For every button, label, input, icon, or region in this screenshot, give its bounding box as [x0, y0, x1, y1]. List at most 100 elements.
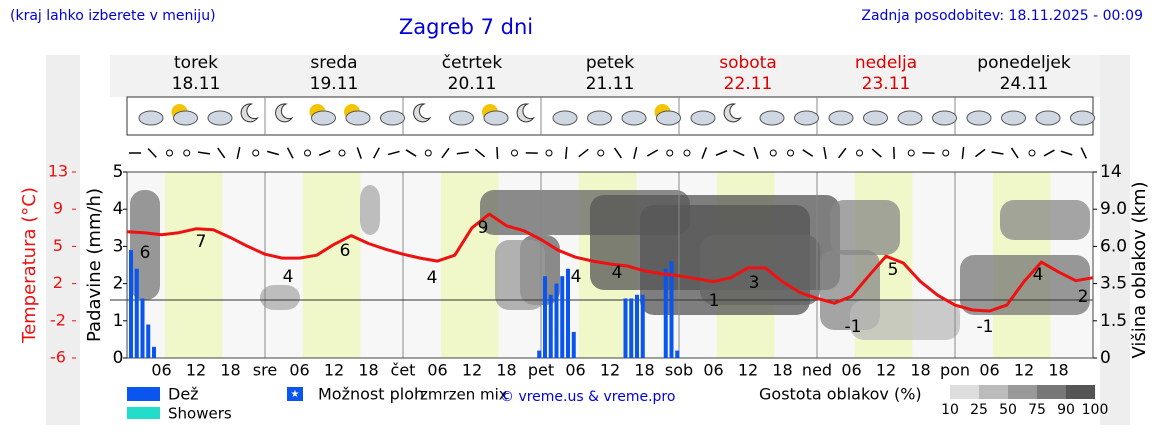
- calm-wind: [769, 149, 777, 157]
- wind-barb: [441, 147, 450, 159]
- cloud-icon: [345, 110, 371, 126]
- wind-barb: [991, 151, 1004, 155]
- temperature-line: [126, 212, 1094, 313]
- x-tick-label: čet: [391, 361, 416, 380]
- cloud-tick-label: 14: [1100, 162, 1122, 182]
- wind-barb: [578, 148, 589, 158]
- wind-barb: [871, 148, 882, 158]
- moon-icon: [413, 103, 432, 123]
- day-date: 21.11: [586, 74, 635, 94]
- cloud-icon: [794, 110, 819, 126]
- cloud-tick-label: 3.5: [1100, 274, 1127, 294]
- cloud-density-level: 100: [1082, 402, 1109, 418]
- legend-frozen-mix: zmrzen mix: [420, 386, 508, 404]
- temperature-tick-label: 9: [53, 199, 63, 218]
- wind-barb: [373, 147, 380, 159]
- cloud-icon: [483, 110, 509, 126]
- wind-barb: [1010, 147, 1019, 159]
- cloud-icon: [621, 110, 647, 126]
- moon-icon: [516, 103, 535, 123]
- cloud-tick-label: 0: [1100, 348, 1111, 368]
- wind-barb: [701, 147, 708, 159]
- wind-barb: [1080, 147, 1087, 159]
- temperature-annotation: 3: [749, 273, 760, 293]
- temperature-annotation: 6: [340, 241, 351, 261]
- x-tick-label: 06: [703, 361, 723, 380]
- x-tick-label: 12: [186, 361, 206, 380]
- cloud-icon: [897, 110, 923, 126]
- x-tick-label: 18: [634, 361, 654, 380]
- calm-wind: [183, 149, 191, 157]
- calm-wind: [511, 149, 518, 157]
- precip-bar: [134, 268, 139, 358]
- precip-tick-label: 5: [113, 162, 124, 182]
- x-tick-label: 06: [841, 361, 861, 380]
- precip-bar: [152, 346, 156, 358]
- calm-wind: [942, 149, 950, 157]
- x-tick-label: 12: [324, 361, 344, 380]
- cloud-blob: [495, 240, 545, 310]
- cloud-icon: [552, 110, 578, 126]
- cloud-icon: [966, 110, 992, 126]
- x-tick-label: 06: [427, 361, 447, 380]
- precip-bar: [669, 261, 674, 358]
- cloud-blob: [850, 300, 960, 340]
- cloud-blob: [260, 285, 300, 310]
- x-tick-label: sob: [665, 361, 693, 380]
- cloud-blob: [360, 185, 380, 235]
- temperature-annotation: 2: [1078, 287, 1089, 307]
- day-name: nedelja: [855, 53, 917, 73]
- legend-rain: Dež: [168, 385, 199, 404]
- legend-star: ★: [291, 389, 300, 400]
- precip-bar: [140, 298, 145, 358]
- day-name: četrtek: [442, 53, 503, 73]
- temperature-tick-label: 2: [53, 273, 63, 292]
- wind-barb: [147, 148, 157, 158]
- cloud-density-level: 10: [941, 402, 959, 418]
- legend-showers: Showers: [168, 405, 232, 423]
- x-tick-label: 12: [462, 361, 482, 380]
- menu-note: (kraj lahko izberete v meniju): [10, 8, 216, 24]
- cloud-icon: [1001, 110, 1026, 126]
- wind-barb: [802, 149, 814, 157]
- precip-bar: [129, 250, 133, 358]
- credit: © vreme.us & vreme.pro: [500, 389, 675, 405]
- wind-barb: [387, 150, 400, 156]
- calm-wind: [856, 149, 863, 157]
- calm-wind: [166, 149, 173, 157]
- precip-tick-label: 2: [113, 274, 124, 294]
- wind-barb: [318, 149, 331, 157]
- day-name: ponedeljek: [977, 53, 1071, 73]
- title: Zagreb 7 dni: [399, 15, 533, 39]
- day-name: torek: [174, 53, 218, 73]
- temperature-annotation: 4: [427, 268, 438, 288]
- cloud-density-swatch: [1037, 385, 1066, 399]
- calm-wind: [424, 149, 432, 157]
- temperature-axis-title: Temperatura (°C): [19, 187, 40, 344]
- x-tick-label: 18: [496, 361, 516, 380]
- cloud-tick-label: 1.5: [1100, 311, 1127, 331]
- wind-barb: [474, 148, 486, 158]
- temperature-annotation: 6: [140, 243, 151, 263]
- x-tick-label: 06: [151, 361, 171, 380]
- cloud-blob: [830, 200, 900, 255]
- cloud-icon: [863, 110, 888, 126]
- temperature-annotation: 5: [888, 260, 899, 280]
- cloud-density-swatch: [1008, 385, 1037, 399]
- cloud-icon: [207, 110, 233, 126]
- temperature-annotation: -1: [977, 317, 994, 337]
- precip-bar: [629, 298, 634, 358]
- cloud-density-level: 50: [999, 402, 1017, 418]
- x-tick-label: 18: [772, 361, 792, 380]
- precip-bar: [146, 324, 151, 358]
- temperature-annotation: 4: [1033, 265, 1044, 285]
- wind-barb: [1060, 150, 1073, 156]
- precip-tick-label: 4: [113, 199, 124, 219]
- day-name: sreda: [310, 53, 357, 73]
- wind-barb: [286, 147, 294, 159]
- day-date: 19.11: [310, 74, 359, 94]
- x-tick-label: 18: [358, 361, 378, 380]
- wind-barb: [217, 147, 226, 159]
- plot-frame: [126, 171, 1094, 359]
